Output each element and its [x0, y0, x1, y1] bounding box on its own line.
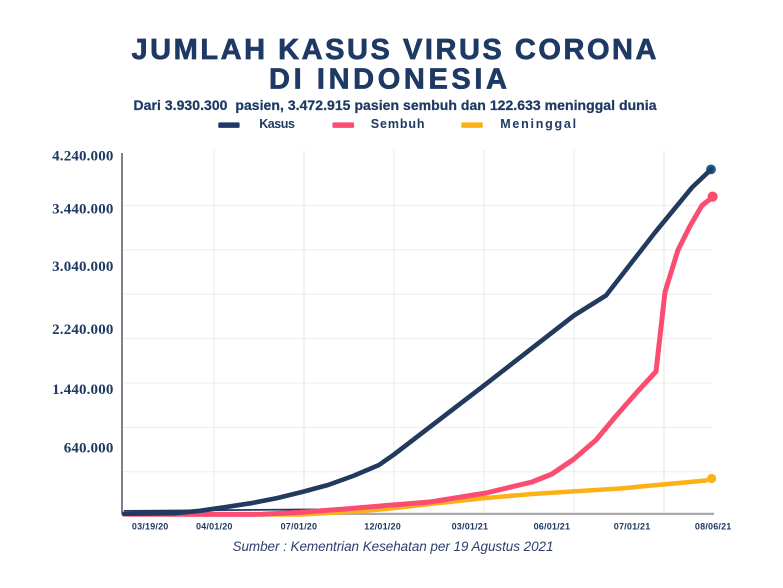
svg-text:08/06/21: 08/06/21: [695, 522, 732, 532]
svg-text:03/19/20: 03/19/20: [132, 522, 169, 532]
svg-text:DI INDONESIA: DI INDONESIA: [269, 63, 507, 95]
svg-text:04/01/20: 04/01/20: [196, 522, 233, 532]
svg-text:06/01/21: 06/01/21: [534, 522, 571, 532]
svg-text:1.440.000: 1.440.000: [52, 382, 113, 398]
svg-text:640.000: 640.000: [64, 440, 114, 456]
svg-text:07/01/20: 07/01/20: [281, 522, 318, 532]
svg-text:Dari 3.930.300 pasien, 3.472.: Dari 3.930.300 pasien, 3.472.915 pasien …: [134, 97, 657, 113]
svg-text:Meninggal: Meninggal: [500, 117, 576, 131]
svg-text:4.240.000: 4.240.000: [52, 149, 113, 165]
svg-text:Sumber : Kementrian Kesehatan: Sumber : Kementrian Kesehatan per 19 Agu…: [233, 539, 554, 554]
svg-text:03/01/21: 03/01/21: [452, 522, 489, 532]
svg-text:JUMLAH KASUS VIRUS CORONA: JUMLAH KASUS VIRUS CORONA: [132, 34, 657, 66]
svg-text:Kasus: Kasus: [259, 117, 295, 131]
svg-text:3.440.000: 3.440.000: [52, 202, 113, 218]
svg-text:3.040.000: 3.040.000: [52, 259, 113, 275]
svg-text:07/01/21: 07/01/21: [614, 522, 651, 532]
svg-text:12/01/20: 12/01/20: [364, 522, 401, 532]
svg-text:Sembuh: Sembuh: [371, 117, 425, 131]
svg-text:2.240.000: 2.240.000: [52, 322, 113, 338]
